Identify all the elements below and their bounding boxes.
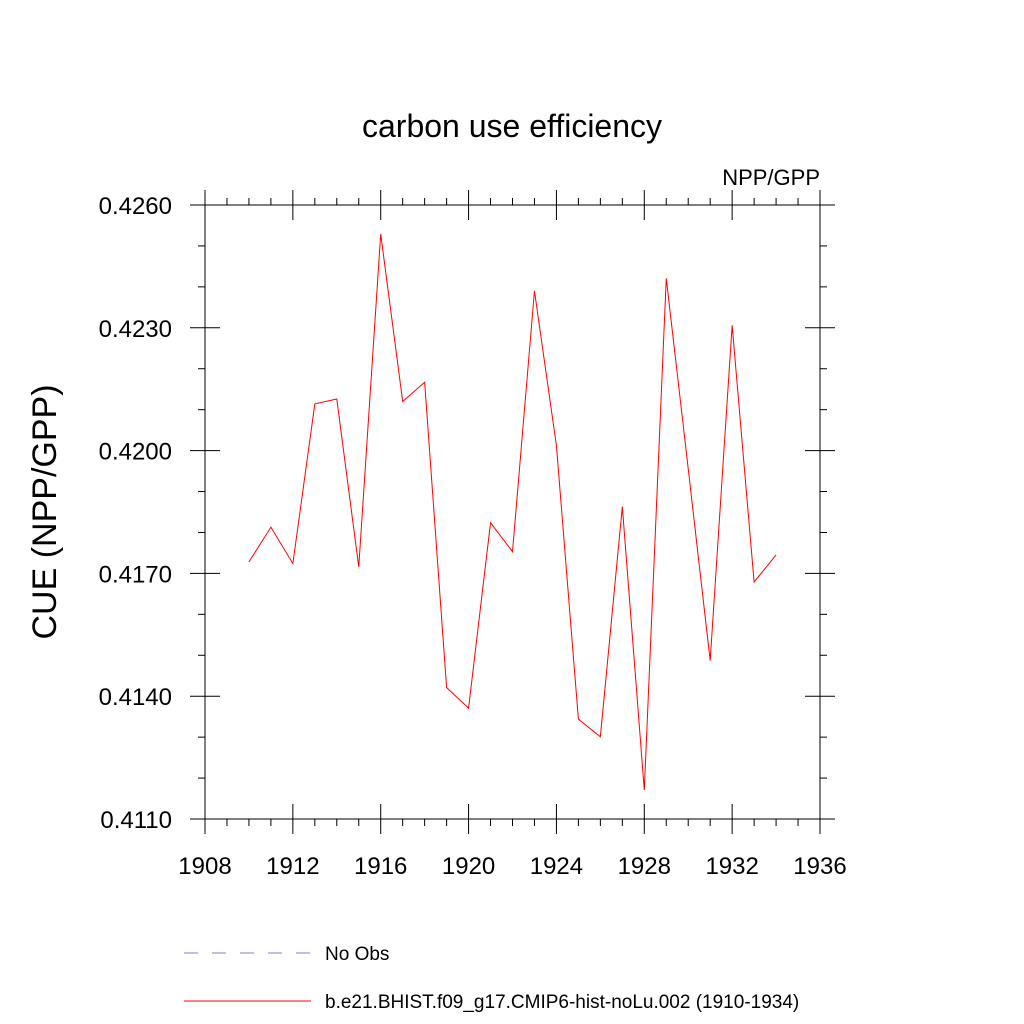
y-tick-label: 0.4140 [99, 684, 172, 711]
series-line [248, 233, 777, 790]
x-tick-label: 1924 [530, 853, 583, 880]
x-tick-label: 1920 [442, 853, 495, 880]
y-tick-label: 0.4230 [99, 316, 172, 343]
x-tick-label: 1908 [178, 853, 231, 880]
axis-tick-labels: 1908 1912 1916 1920 1924 1928 1932 1936 0.4110 0.… [99, 193, 847, 880]
x-tick-label: 1932 [705, 853, 758, 880]
y-tick-label: 0.4170 [99, 561, 172, 588]
axis-ticks [190, 190, 835, 834]
x-tick-label: 1916 [354, 853, 407, 880]
x-tick-label: 1912 [266, 853, 319, 880]
y-tick-label: 0.4110 [100, 807, 172, 834]
plot-frame [204, 204, 821, 820]
x-tick-label: 1936 [793, 853, 846, 880]
legend-label: No Obs [325, 944, 389, 965]
series-layer [248, 233, 777, 790]
y-tick-label: 0.4260 [99, 193, 172, 220]
y-axis-label: CUE (NPP/GPP) [26, 384, 64, 639]
legend-label: b.e21.BHIST.f09_g17.CMIP6-hist-noLu.002 … [325, 992, 799, 1013]
chart-title: carbon use efficiency [362, 108, 662, 144]
chart-subtitle: NPP/GPP [722, 165, 820, 190]
legend: No Obs b.e21.BHIST.f09_g17.CMIP6-hist-noL… [184, 944, 799, 1013]
y-tick-label: 0.4200 [99, 439, 172, 466]
x-tick-label: 1928 [618, 853, 671, 880]
